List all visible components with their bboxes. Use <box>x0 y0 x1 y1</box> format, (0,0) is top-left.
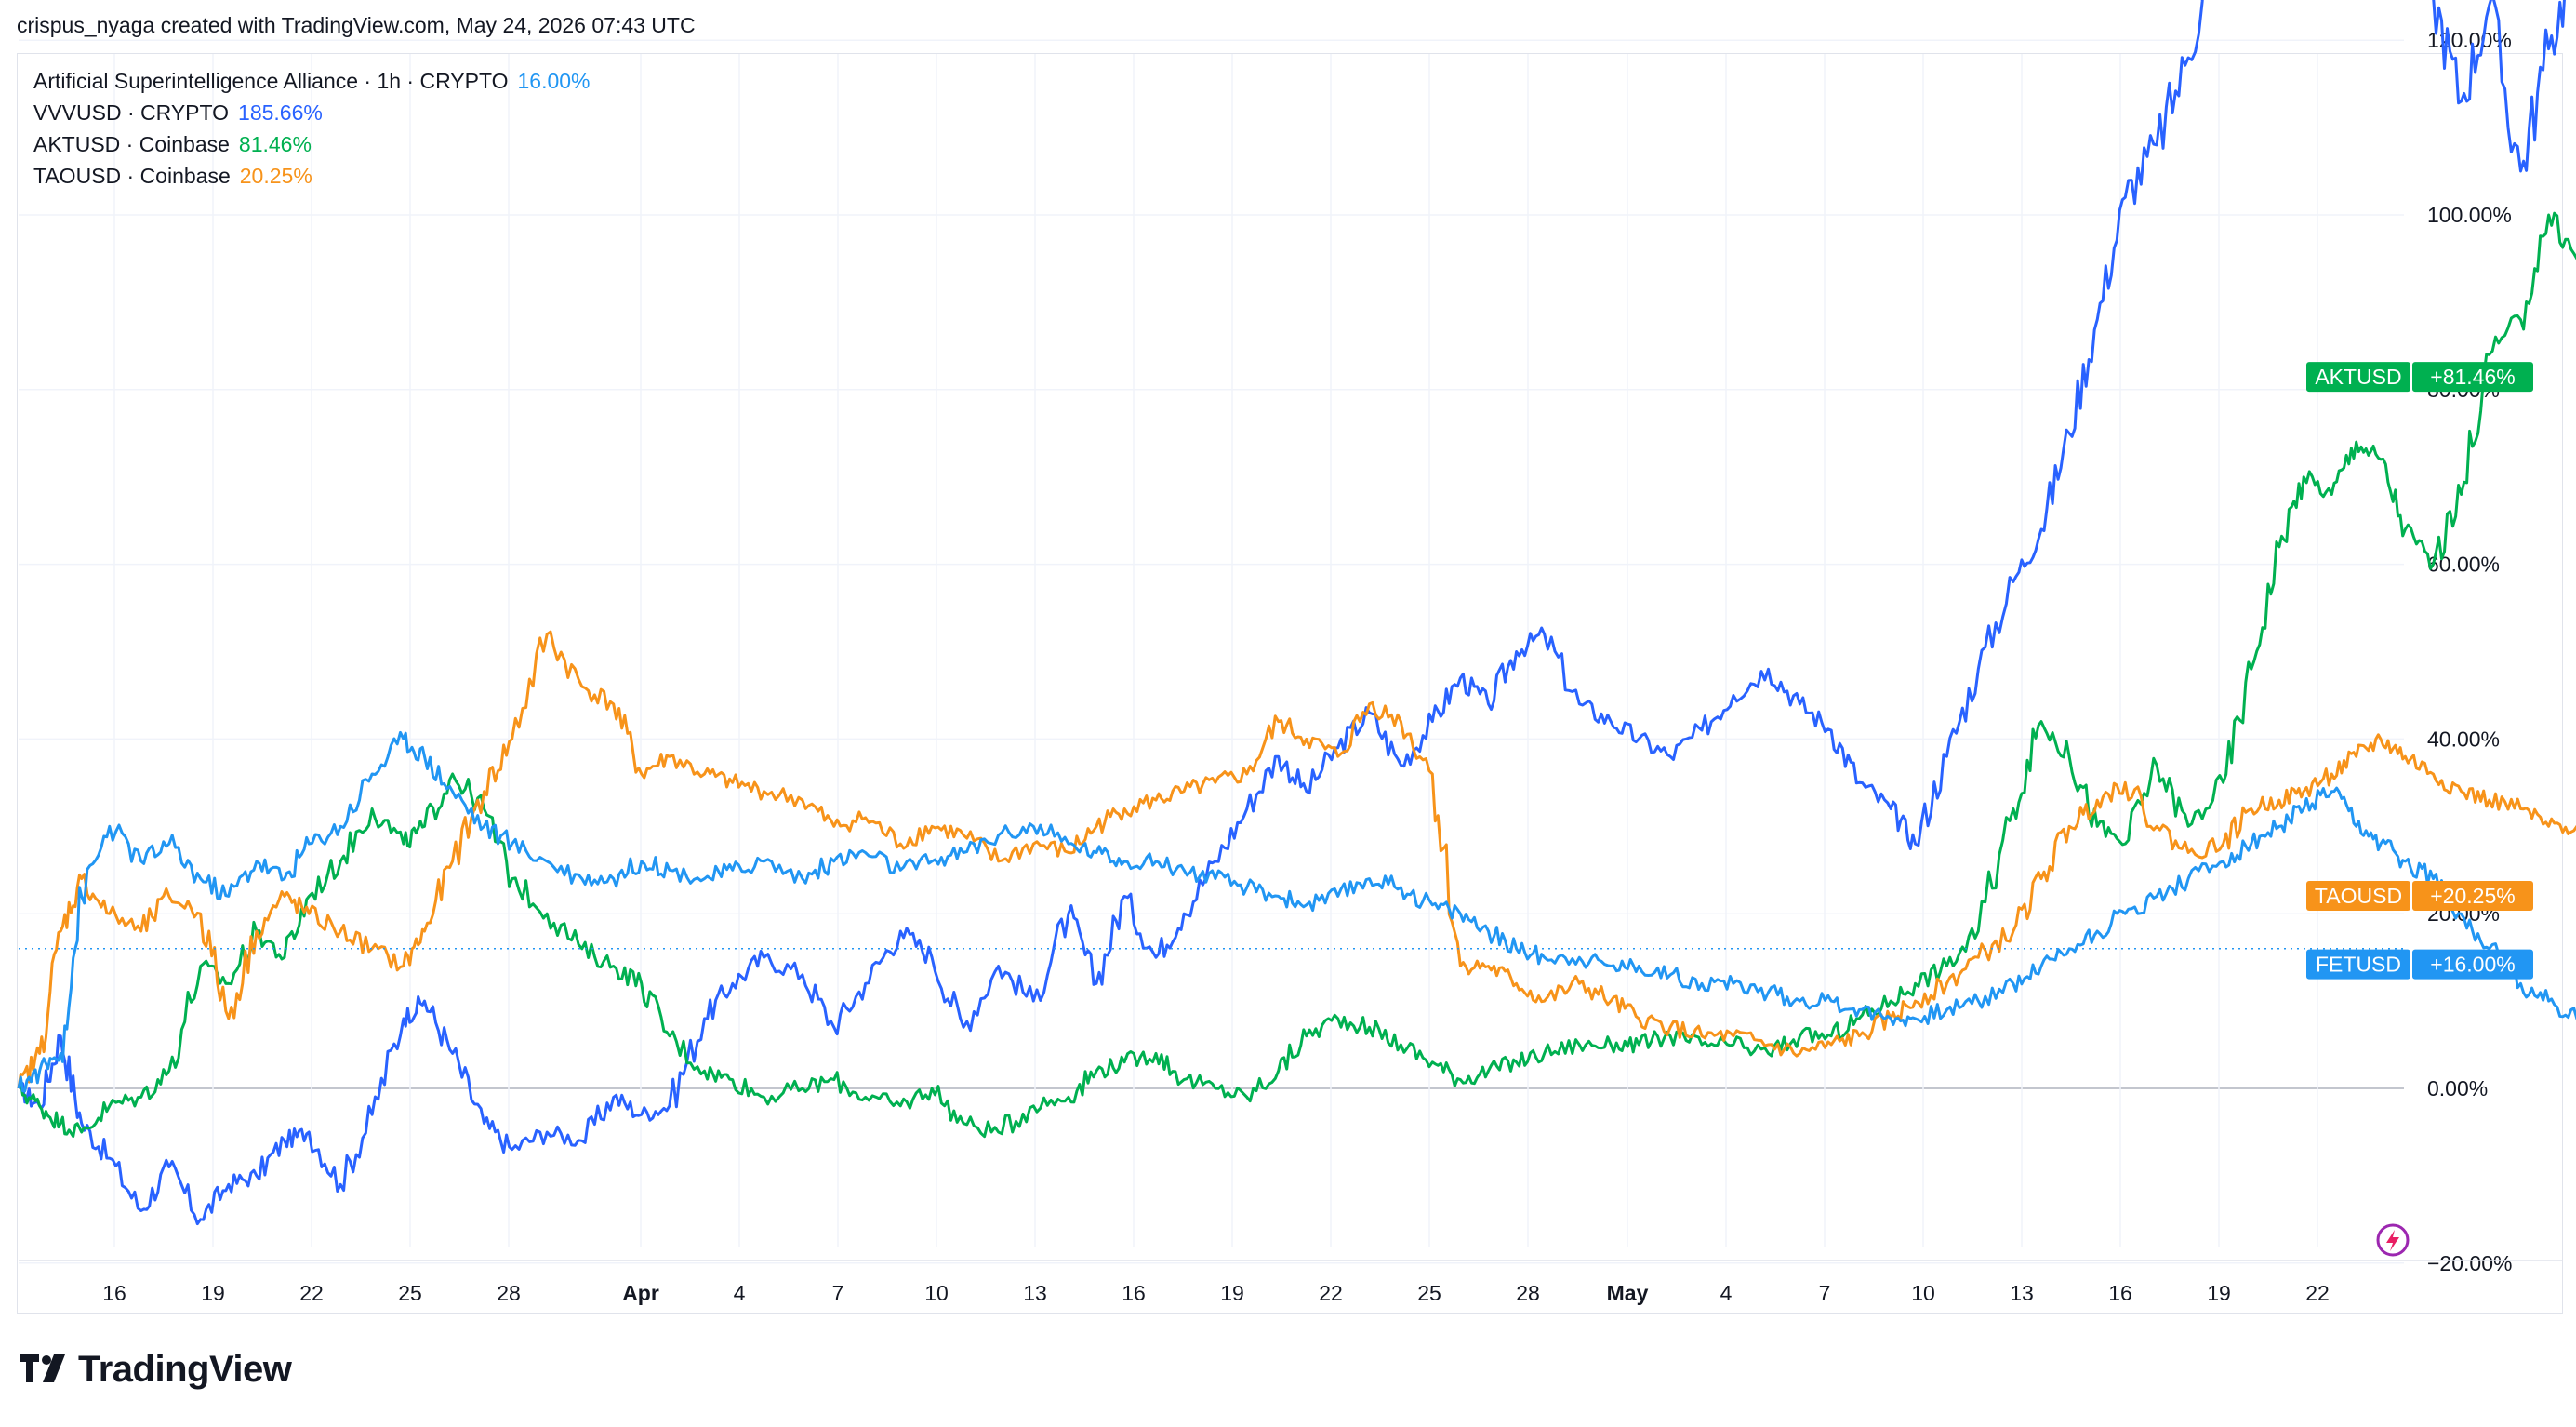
chart-credit: crispus_nyaga created with TradingView.c… <box>17 13 696 37</box>
x-tick-label: 22 <box>2305 1281 2330 1305</box>
tradingview-logo-icon <box>20 1354 65 1382</box>
legend-row-fet[interactable]: Artificial Superintelligence Alliance · … <box>33 65 591 97</box>
x-tick-label: 25 <box>1417 1281 1441 1305</box>
price-tag-symbol: TAOUSD <box>2315 884 2402 908</box>
price-tag-symbol-bg <box>2306 949 2410 980</box>
x-tick-label: 16 <box>102 1281 126 1305</box>
legend-label: VVVUSD · CRYPTO <box>33 100 230 125</box>
x-tick-label: 28 <box>1516 1281 1540 1305</box>
legend-value: 185.66% <box>238 100 323 125</box>
price-tag-symbol-bg <box>2306 880 2410 911</box>
price-tag-symbol: FETUSD <box>2316 953 2401 977</box>
series-line-vvvusd[interactable] <box>17 0 2576 1226</box>
x-tick-label: 22 <box>1319 1281 1343 1305</box>
tradingview-wordmark: TradingView <box>78 1349 292 1390</box>
x-tick-label: 28 <box>497 1281 521 1305</box>
x-tick-label: 13 <box>2010 1281 2034 1305</box>
price-tag-value-bg <box>2412 949 2533 980</box>
chart-legend: Artificial Superintelligence Alliance · … <box>33 65 591 192</box>
x-tick-label: Apr <box>622 1281 659 1305</box>
legend-row-tao[interactable]: TAOUSD · Coinbase 20.25% <box>33 160 591 192</box>
x-tick-label: 4 <box>1720 1281 1733 1305</box>
y-tick-label: 100.00% <box>2427 203 2512 227</box>
lightning-bolt-icon <box>2386 1230 2399 1251</box>
price-tag-symbol-bg <box>2306 362 2410 393</box>
x-tick-label: 16 <box>1122 1281 1146 1305</box>
series-line-aktusd[interactable] <box>17 211 2576 1139</box>
y-tick-label: 60.00% <box>2427 553 2500 577</box>
price-tag-value: +81.46% <box>2430 365 2515 389</box>
x-tick-label: 7 <box>832 1281 844 1305</box>
x-tick-label: 19 <box>201 1281 225 1305</box>
price-tag-value-bg <box>2412 880 2533 911</box>
y-tick-label: −20.00% <box>2427 1251 2512 1275</box>
price-tag-symbol: AKTUSD <box>2315 365 2401 389</box>
legend-value: 81.46% <box>238 132 312 156</box>
price-tag-value: +16.00% <box>2430 953 2515 977</box>
legend-row-akt[interactable]: AKTUSD · Coinbase 81.46% <box>33 128 591 160</box>
y-tick-label: 0.00% <box>2427 1076 2488 1100</box>
legend-label: AKTUSD · Coinbase <box>33 132 230 156</box>
x-tick-label: 7 <box>1819 1281 1831 1305</box>
x-tick-label: 19 <box>1220 1281 1244 1305</box>
series-line-taousd[interactable] <box>17 630 2576 1089</box>
series-line-fetusd[interactable] <box>17 730 2576 1093</box>
price-tag-value-bg <box>2412 362 2533 393</box>
x-tick-label: 10 <box>1911 1281 1935 1305</box>
x-tick-label: 10 <box>924 1281 949 1305</box>
legend-row-vvv[interactable]: VVVUSD · CRYPTO 185.66% <box>33 97 591 128</box>
legend-value: 16.00% <box>517 69 591 93</box>
tradingview-logo[interactable]: TradingView <box>20 1349 292 1391</box>
x-tick-label: May <box>1607 1281 1649 1305</box>
x-tick-label: 16 <box>2108 1281 2132 1305</box>
x-tick-label: 4 <box>734 1281 746 1305</box>
x-tick-label: 25 <box>398 1281 422 1305</box>
y-tick-label: 40.00% <box>2427 727 2500 751</box>
x-tick-label: 22 <box>299 1281 324 1305</box>
legend-label: TAOUSD · Coinbase <box>33 164 231 188</box>
legend-value: 20.25% <box>239 164 312 188</box>
x-tick-label: 19 <box>2207 1281 2231 1305</box>
alert-lightning-icon[interactable] <box>2376 1223 2410 1257</box>
chart-frame[interactable] <box>17 53 2563 1314</box>
x-tick-label: 13 <box>1023 1281 1047 1305</box>
legend-label: Artificial Superintelligence Alliance · … <box>33 69 509 93</box>
price-tag-value: +20.25% <box>2430 884 2515 908</box>
